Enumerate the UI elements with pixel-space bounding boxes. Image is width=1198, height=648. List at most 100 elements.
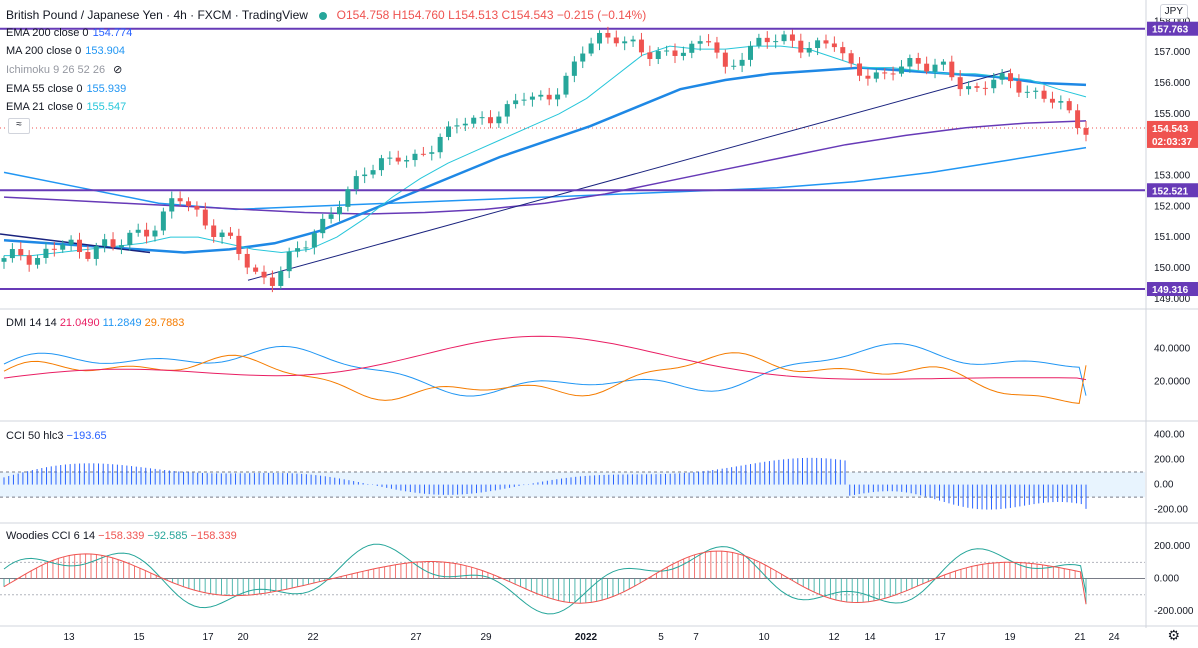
legend-ema200[interactable]: EMA 200 close 0 154.774 (6, 27, 132, 40)
candle-body (848, 53, 854, 64)
candle-body (479, 117, 485, 119)
legend-cci[interactable]: CCI 50 hlc3 −193.65 (6, 430, 107, 443)
candle-body (605, 32, 611, 38)
woodies-axis-tick: 0.000 (1154, 574, 1179, 585)
candle-body (135, 229, 141, 233)
candle-body (672, 50, 678, 56)
price-tick: 151.000 (1154, 232, 1191, 243)
candle-body (345, 189, 351, 207)
candle-body (999, 73, 1005, 80)
time-axis-tick: 27 (410, 632, 422, 643)
candle-body (60, 244, 66, 250)
adx-line (3, 335, 1087, 381)
legend-ema55[interactable]: EMA 55 close 0 155.939 (6, 83, 126, 96)
legend-ichimoku[interactable]: Ichimoku 9 26 52 26 ⊘ (6, 64, 122, 77)
dmi-axis-tick: 20.0000 (1154, 376, 1191, 387)
candle-body (76, 239, 82, 253)
candle-body (420, 153, 426, 155)
woodies-turbo-line (3, 543, 1087, 615)
time-axis-tick: 21 (1074, 632, 1086, 643)
candle-body (311, 233, 317, 248)
price-tick: 153.000 (1154, 170, 1191, 181)
candle-body (957, 77, 963, 90)
candle-body (353, 176, 359, 190)
dmi-minus-line (3, 352, 1087, 404)
candle-body (781, 34, 787, 42)
candle-body (890, 73, 896, 75)
hidden-eye-icon[interactable]: ⊘ (113, 64, 123, 76)
candle-body (219, 232, 225, 237)
candle-body (1083, 128, 1089, 135)
candle-body (51, 248, 57, 250)
candle-body (739, 59, 745, 66)
candle-body (857, 63, 863, 76)
candle-body (429, 152, 435, 154)
symbol-title[interactable]: British Pound / Japanese Yen · 4h · FXCM… (6, 8, 308, 22)
woodies-axis-tick: -200.000 (1154, 606, 1194, 617)
candle-body (764, 37, 770, 43)
candle-body (513, 100, 519, 105)
level-label: 152.521 (1152, 186, 1189, 197)
cci-axis-tick: 200.00 (1154, 454, 1185, 465)
candle-body (756, 37, 762, 46)
woodies-cci-line (3, 550, 1087, 605)
candle-body (924, 63, 930, 72)
candle-body (194, 206, 200, 210)
legend-value: 154.774 (92, 27, 133, 39)
plus-di-value: 11.2849 (102, 317, 142, 329)
candle-body (144, 229, 150, 237)
candle-body (597, 32, 603, 44)
legend-value: 153.904 (85, 45, 125, 57)
legend-ema21[interactable]: EMA 21 close 0 155.547 (6, 101, 126, 114)
candle-body (85, 252, 91, 259)
legend-collapse-button[interactable]: ≈ (8, 118, 30, 134)
candle-body (1066, 101, 1072, 111)
legend-ma200[interactable]: MA 200 close 0 153.904 (6, 45, 125, 58)
legend-label: EMA 55 close 0 (6, 83, 83, 95)
time-axis-tick: 2022 (575, 632, 598, 643)
candle-body (1016, 81, 1022, 93)
dmi-plus-line (3, 343, 1087, 397)
time-axis-tick: 29 (480, 632, 492, 643)
candle-body (328, 214, 334, 219)
candle-body (387, 157, 393, 159)
woodies-value-2: −92.585 (147, 530, 188, 542)
legend-value: 155.939 (86, 83, 127, 95)
legend-label: Ichimoku 9 26 52 26 (6, 64, 106, 76)
candle-body (26, 255, 32, 265)
price-tick: 156.000 (1154, 78, 1191, 89)
countdown-label: 02:03:37 (1152, 137, 1192, 148)
candle-body (571, 61, 577, 76)
candle-body (504, 104, 510, 117)
candle-body (647, 52, 653, 59)
candle-body (496, 116, 502, 124)
candle-body (613, 37, 619, 44)
candle-body (446, 126, 452, 137)
legend-label: DMI 14 14 (6, 317, 57, 329)
candle-body (370, 170, 376, 175)
legend-dmi[interactable]: DMI 14 14 21.0490 11.2849 29.7883 (6, 317, 184, 330)
candle-body (555, 94, 561, 100)
candle-body (1008, 73, 1014, 82)
candle-body (563, 75, 569, 95)
candle-body (873, 72, 879, 79)
legend-label: Woodies CCI 6 14 (6, 530, 96, 542)
candle-body (714, 42, 720, 53)
trend-line-left (0, 233, 151, 254)
candle-body (907, 57, 913, 67)
currency-button[interactable]: JPY (1159, 4, 1188, 19)
legend-value: 155.547 (86, 101, 127, 113)
price-tick: 155.000 (1154, 109, 1191, 120)
time-axis-tick: 17 (934, 632, 946, 643)
candle-body (898, 66, 904, 74)
price-tick: 157.000 (1154, 47, 1191, 58)
candle-body (471, 117, 477, 124)
time-axis-tick: 12 (828, 632, 840, 643)
candle-body (9, 249, 15, 259)
candle-body (261, 271, 267, 278)
legend-woodies[interactable]: Woodies CCI 6 14 −158.339 −92.585 −158.3… (6, 530, 237, 543)
candle-body (680, 52, 686, 56)
gear-icon[interactable]: ⚙ (1167, 627, 1180, 643)
candle-body (706, 41, 712, 43)
